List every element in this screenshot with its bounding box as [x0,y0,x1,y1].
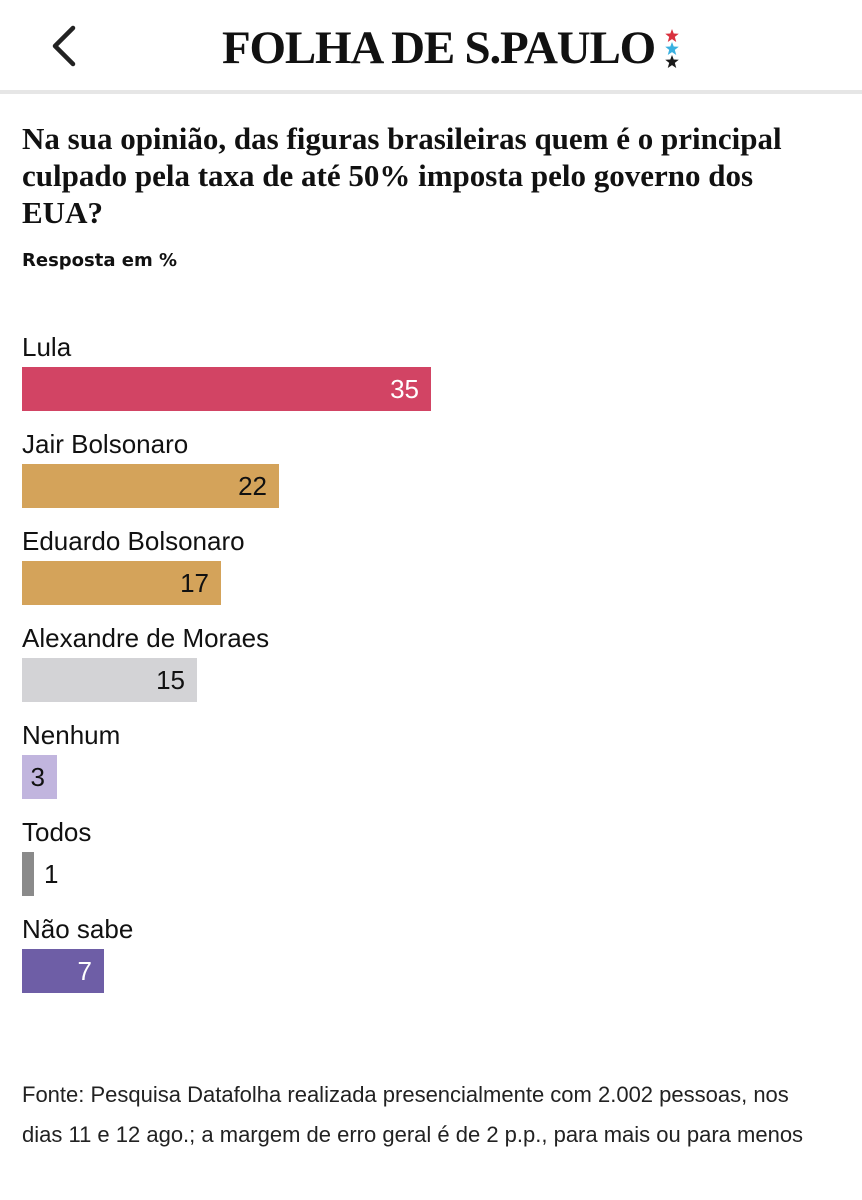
app-header: FOLHA DE S.PAULO [0,0,862,94]
back-button[interactable] [40,20,88,72]
value-label: 1 [44,859,59,889]
bar [22,949,104,993]
value-label: 15 [156,665,185,695]
bar-row: Não sabe 7 [22,912,842,1009]
bar [22,755,57,799]
category-label: Jair Bolsonaro [22,429,189,459]
value-label: 3 [30,762,45,792]
folha-logo[interactable]: FOLHA DE S.PAULO [222,22,679,74]
bar-chart: Lula 35 Jair Bolsonaro 22 Eduardo Bolsonaro 1… [22,330,842,1009]
bar-row: Nenhum 3 [22,718,842,815]
star-black-icon [665,54,679,68]
chart-title: Na sua opinião, das figuras brasileiras … [22,121,782,230]
bar [22,561,221,605]
category-label: Lula [22,332,72,362]
bar-row: Alexandre de Moraes 15 [22,621,842,718]
category-label: Todos [22,817,92,847]
bar [22,367,431,411]
value-label: 17 [180,568,209,598]
category-label: Não sabe [22,914,134,944]
bar [22,658,197,702]
bar [22,852,34,896]
category-label: Alexandre de Moraes [22,623,270,653]
chevron-left-icon [52,25,76,67]
source-note: Fonte: Pesquisa Datafolha realizada pres… [22,1082,804,1147]
category-label: Eduardo Bolsonaro [22,526,245,556]
bar-row: Eduardo Bolsonaro 17 [22,524,842,621]
value-label: 7 [77,956,92,986]
category-label: Nenhum [22,720,121,750]
logo-text: FOLHA DE S.PAULO [222,21,656,74]
star-red-icon [665,28,679,42]
star-blue-icon [665,41,679,55]
value-label: 22 [238,471,267,501]
value-label: 35 [390,374,419,404]
bar-row: Jair Bolsonaro 22 [22,427,842,524]
logo-stars [665,28,679,68]
bar [22,464,279,508]
chart-subtitle: Resposta em % [22,250,178,271]
bar-row: Lula 35 [22,330,842,427]
bar-row: Todos 1 [22,815,842,912]
